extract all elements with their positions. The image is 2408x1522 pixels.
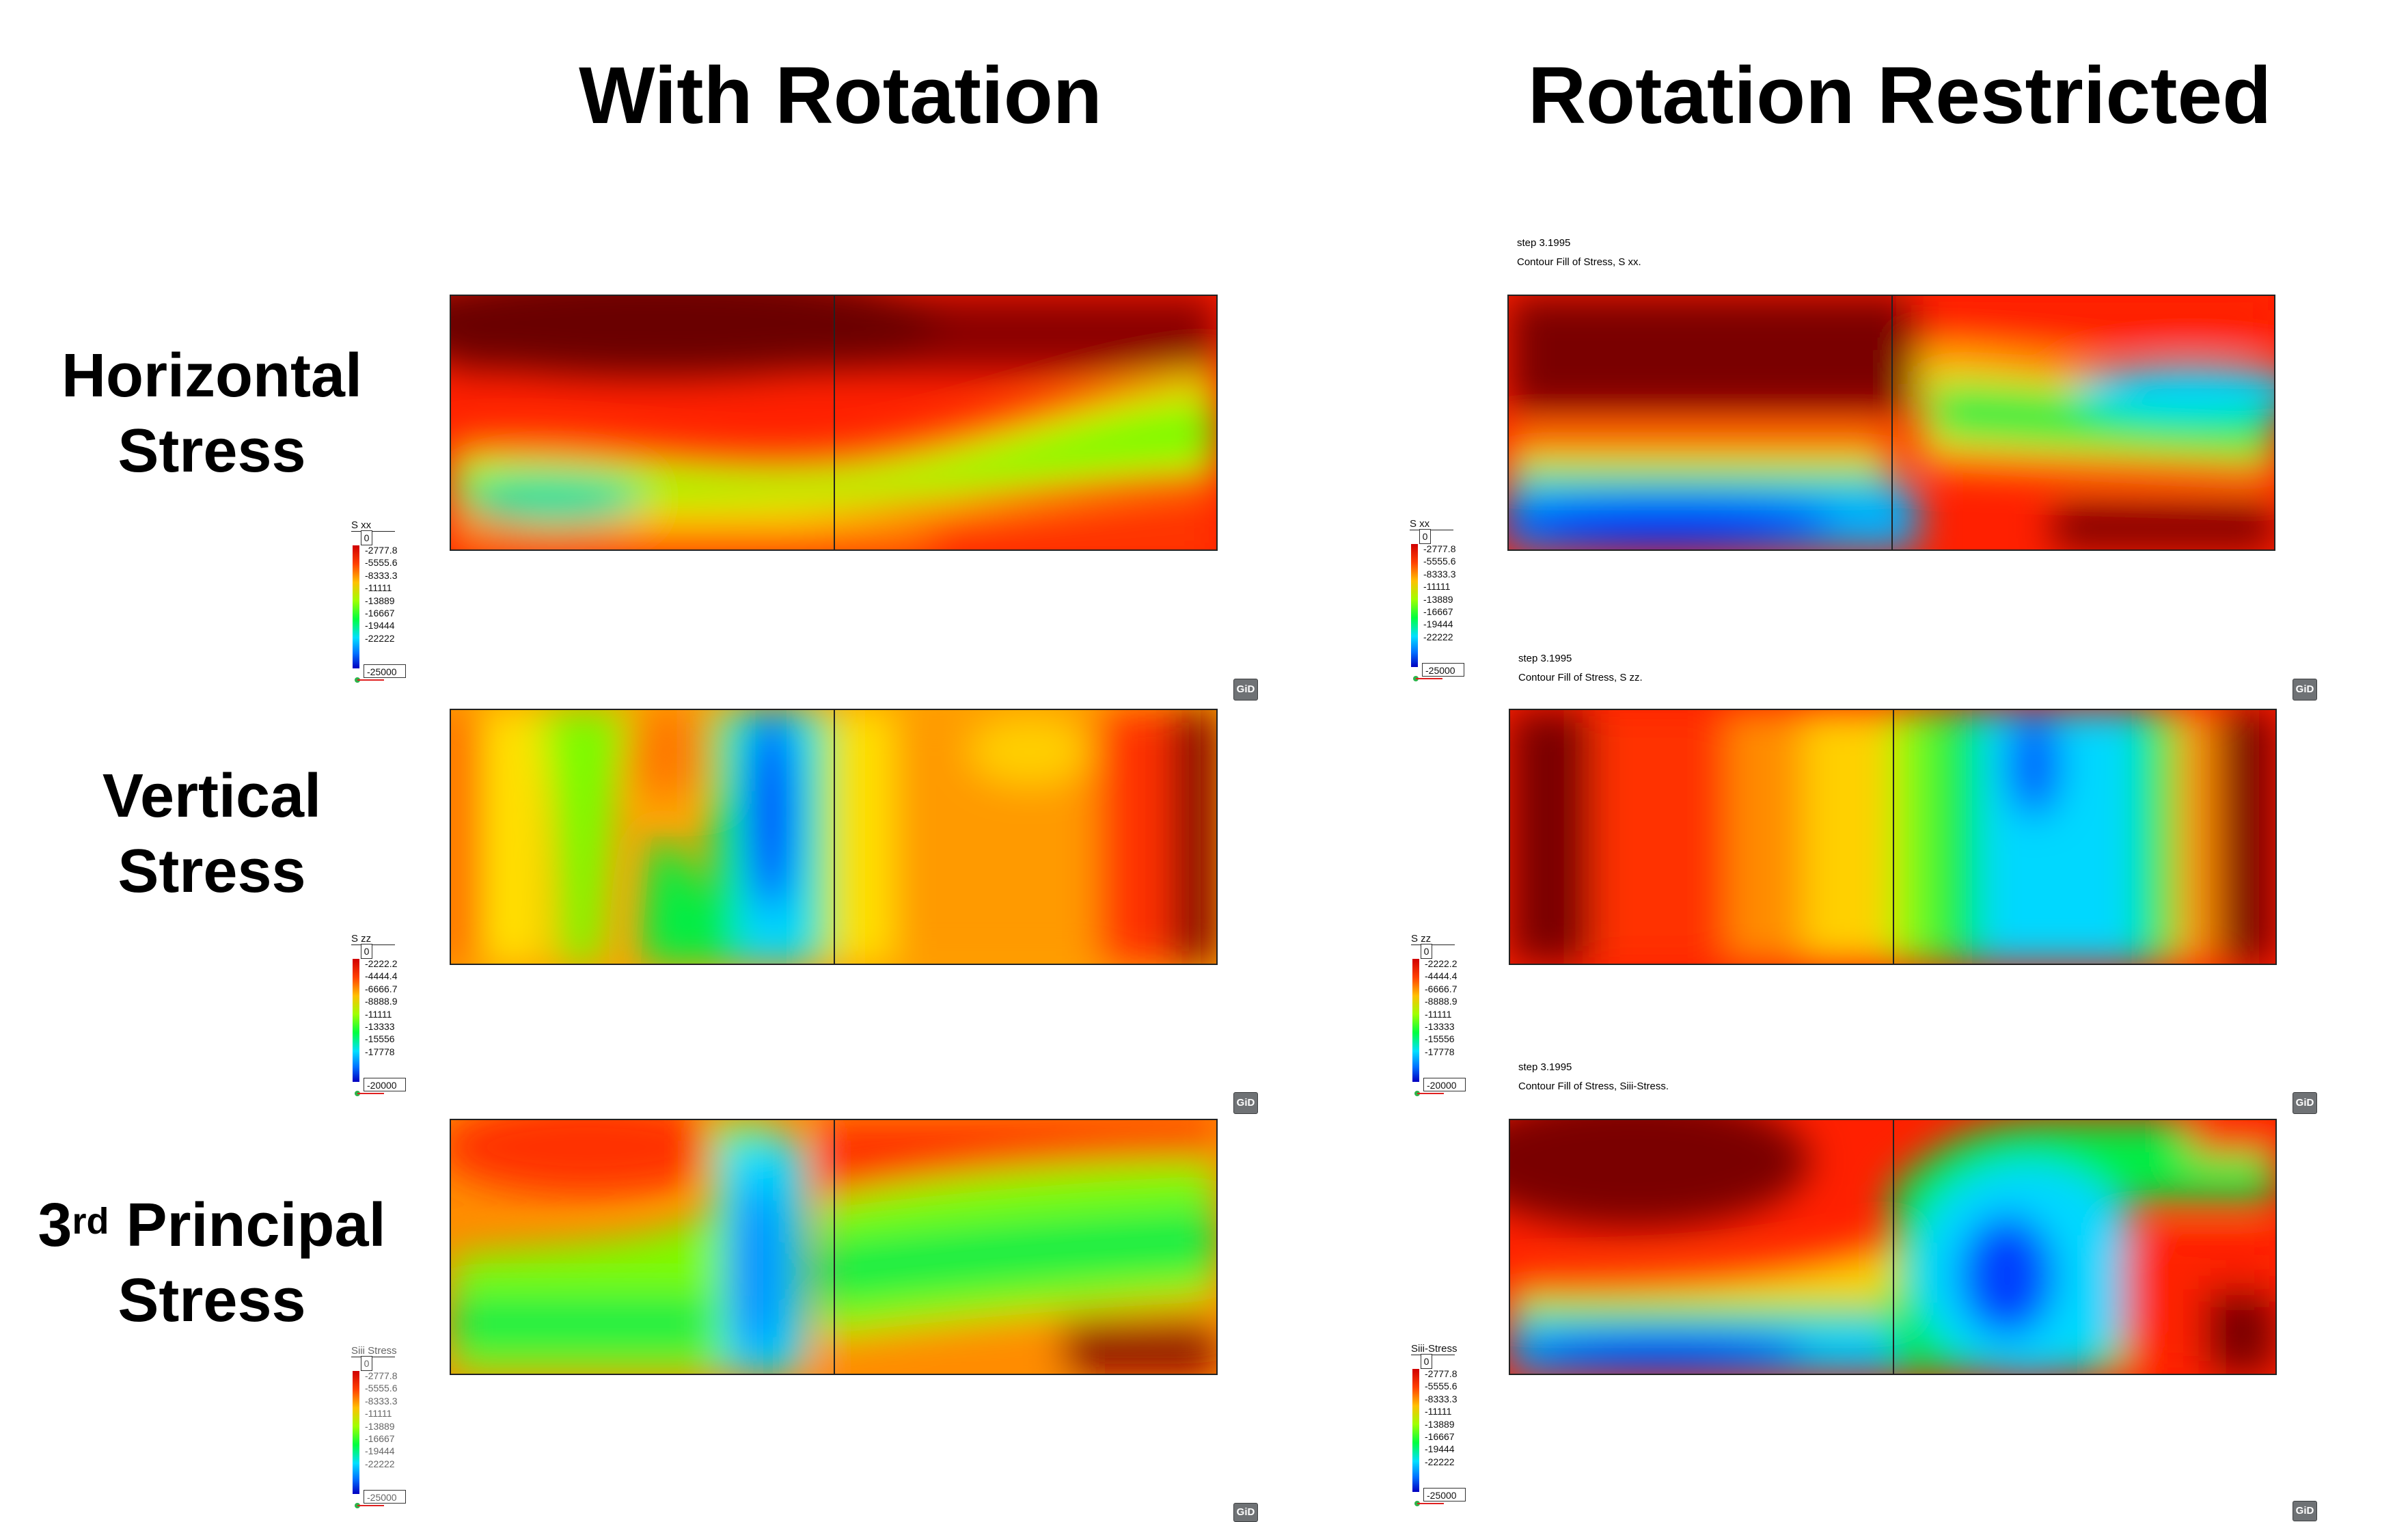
- gid-logo-icon: GiD: [1233, 1503, 1258, 1522]
- axes-triad-icon: [1414, 1091, 1444, 1096]
- color-legend-siii-right: Siii-Stress 0 -2777.8 -5555.6 -8333.3 -1111…: [1411, 1343, 1473, 1517]
- color-legend-sxx-right: S xx 0 -2777.8 -5555.6 -8333.3 -11111 -1388…: [1410, 518, 1471, 689]
- contour-plot-sxx-rotation-restricted: [1507, 295, 2275, 551]
- gid-logo-icon: GiD: [2293, 679, 2317, 701]
- row-label-vertical-stress: Vertical Stress: [102, 762, 322, 906]
- gid-logo-icon: GiD: [2293, 1501, 2317, 1521]
- axes-triad-icon: [355, 677, 384, 683]
- color-legend-szz-right: S zz 0 -2222.2 -4444.4 -6666.7 -8888.9 -111…: [1411, 933, 1473, 1104]
- contour-plot-szz-with-rotation: [450, 709, 1218, 965]
- axes-triad-icon: [355, 1503, 384, 1508]
- axes-triad-icon: [355, 1091, 384, 1096]
- column-title-with-rotation: With Rotation: [579, 51, 1102, 141]
- color-legend-siii-left: Siii Stress 0 -2777.8 -5555.6 -8333.3 -1111…: [351, 1345, 413, 1516]
- plot-info-szz: step 3.1995 Contour Fill of Stress, S zz…: [1518, 653, 1643, 683]
- plot-info-sxx: step 3.1995 Contour Fill of Stress, S xx…: [1517, 237, 1641, 268]
- row-label-horizontal-stress: Horizontal Stress: [61, 342, 362, 485]
- column-title-rotation-restricted: Rotation Restricted: [1527, 51, 2272, 141]
- color-legend-sxx-left: S xx 0 -2777.8 -5555.6 -8333.3 -11111 -1388…: [351, 519, 413, 690]
- gid-logo-icon: GiD: [2293, 1092, 2317, 1114]
- axes-triad-icon: [1414, 1501, 1444, 1506]
- contour-plot-sxx-with-rotation: [450, 295, 1218, 551]
- axes-triad-icon: [1413, 676, 1442, 681]
- contour-plot-siii-rotation-restricted: [1509, 1119, 2277, 1375]
- color-legend-szz-left: S zz 0 -2222.2 -4444.4 -6666.7 -8888.9 -111…: [351, 933, 413, 1104]
- gid-logo-icon: GiD: [1233, 679, 1258, 701]
- gid-logo-icon: GiD: [1233, 1092, 1258, 1114]
- plot-info-siii: step 3.1995 Contour Fill of Stress, Siii…: [1518, 1061, 1669, 1092]
- contour-plot-siii-with-rotation: [450, 1119, 1218, 1375]
- row-label-3rd-principal-stress: 3rd Principal Stress: [38, 1191, 386, 1335]
- contour-plot-szz-rotation-restricted: [1509, 709, 2277, 965]
